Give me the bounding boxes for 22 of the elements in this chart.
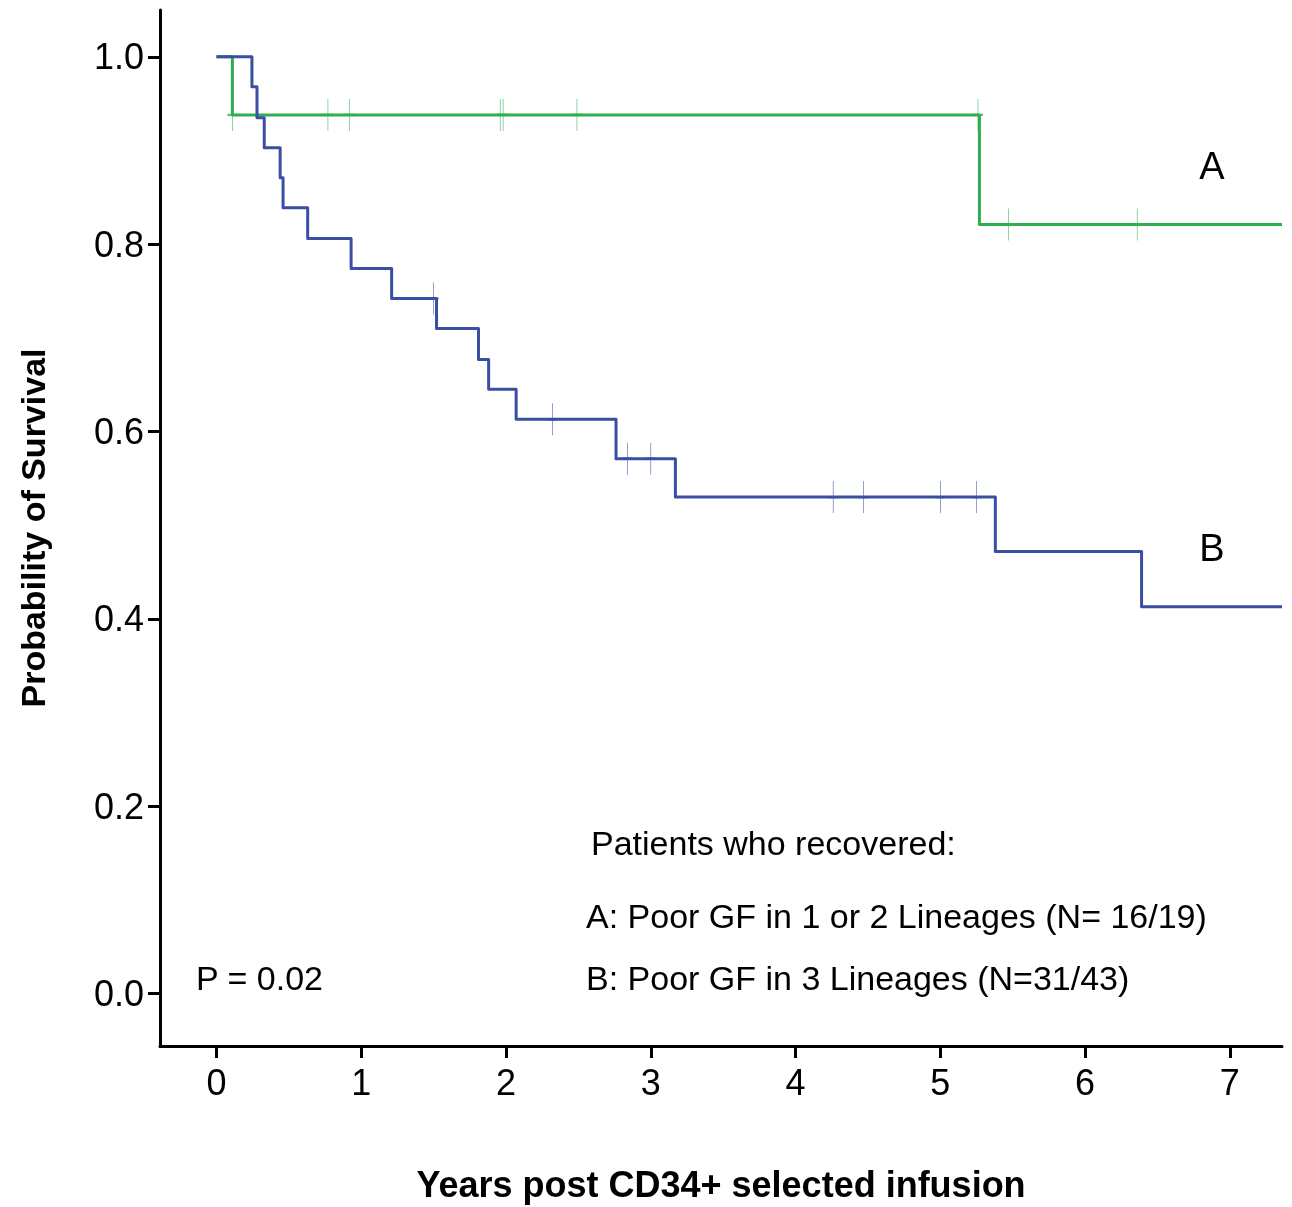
series-label: A [1199,144,1226,187]
series-label: B [1199,526,1225,569]
x-tick-label: 3 [640,1061,661,1103]
x-tick-label: 6 [1075,1061,1096,1103]
y-tick-label: 0.8 [93,223,144,265]
annotation: B: Poor GF in 3 Lineages (N=31/43) [586,959,1130,997]
y-tick-label: 0.6 [93,411,144,453]
x-tick-label: 2 [495,1061,517,1103]
x-tick-label: 5 [930,1061,951,1103]
y-tick-label: 1.0 [93,36,144,78]
y-tick-label: 0.2 [93,785,144,827]
annotation: Patients who recovered: [591,824,956,862]
annotation: P = 0.02 [196,959,323,997]
x-tick-label: 4 [785,1061,806,1103]
annotation: A: Poor GF in 1 or 2 Lineages (N= 16/19) [586,897,1207,935]
x-tick-label: 1 [351,1061,372,1103]
y-axis-title: Probability of Survival [14,348,52,708]
y-tick-label: 0.0 [93,973,144,1015]
x-tick-label: 0 [206,1061,227,1103]
x-axis-title: Years post CD34+ selected infusion [416,1163,1026,1205]
y-tick-label: 0.4 [93,598,144,640]
x-tick-label: 7 [1219,1061,1240,1103]
